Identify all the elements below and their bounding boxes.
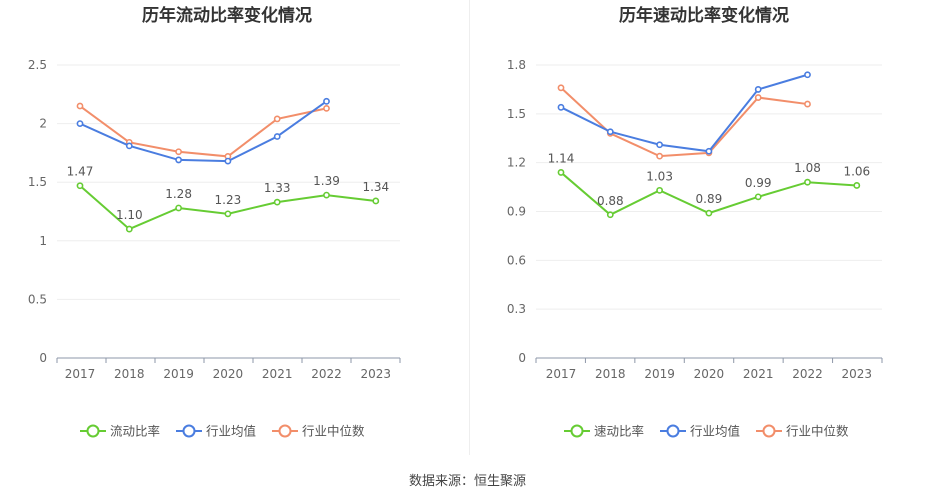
- legend-marker: [666, 424, 680, 438]
- legend-marker: [182, 424, 196, 438]
- data-point: [557, 169, 565, 176]
- data-point: [372, 197, 380, 205]
- y-tick-label: 0.9: [507, 205, 526, 219]
- legend-label: 速动比率: [594, 424, 644, 439]
- y-tick-label: 1.8: [507, 58, 526, 72]
- x-tick-label: 2022: [311, 367, 342, 381]
- data-label: 1.14: [548, 151, 575, 165]
- data-point: [76, 182, 84, 190]
- series-line: [560, 73, 808, 153]
- data-label: 1.03: [646, 169, 673, 183]
- x-tick-label: 2021: [743, 367, 774, 381]
- data-label: 1.06: [843, 164, 870, 178]
- data-point: [656, 186, 663, 194]
- y-tick-label: 1.2: [507, 156, 526, 170]
- x-tick-label: 2023: [361, 367, 392, 381]
- x-tick-label: 2018: [114, 367, 145, 381]
- data-point: [804, 178, 811, 186]
- data-point: [175, 204, 182, 212]
- data-point: [273, 115, 281, 123]
- data-point: [754, 193, 762, 201]
- data-point: [273, 133, 281, 140]
- y-tick-label: 0.5: [28, 292, 47, 306]
- legend-label: 流动比率: [110, 424, 160, 439]
- data-point: [224, 157, 232, 165]
- x-tick-label: 2017: [546, 367, 577, 381]
- y-tick-label: 2: [39, 117, 47, 131]
- chart-divider: [469, 0, 470, 455]
- y-tick-label: 1.5: [28, 175, 47, 189]
- data-label: 0.89: [696, 192, 723, 206]
- data-label: 1.23: [215, 193, 242, 207]
- data-label: 0.99: [745, 176, 772, 190]
- x-tick-label: 2023: [842, 367, 873, 381]
- y-tick-label: 1: [39, 234, 47, 248]
- x-tick-label: 2017: [65, 367, 96, 381]
- data-label: 0.88: [597, 194, 624, 208]
- data-point: [557, 84, 565, 92]
- data-point: [656, 141, 663, 149]
- data-point: [705, 209, 713, 217]
- data-point: [323, 191, 330, 199]
- data-point: [754, 94, 762, 101]
- y-tick-label: 1.5: [507, 107, 526, 121]
- data-point: [557, 103, 565, 111]
- data-point: [76, 120, 84, 127]
- legend-marker: [762, 424, 776, 438]
- data-point: [125, 225, 133, 233]
- data-point: [804, 71, 811, 79]
- data-label: 1.33: [264, 181, 291, 195]
- quick-ratio-chart: 历年速动比率变化情况 0 0.3 0.6 0.9 1.2 1.5 1.8 2017 2018 201…: [507, 5, 883, 439]
- series-line: [560, 87, 808, 158]
- source-note: 数据来源：恒生聚源: [408, 474, 526, 489]
- legend-marker: [86, 424, 100, 438]
- data-point: [705, 147, 713, 155]
- x-tick-label: 2019: [644, 367, 675, 381]
- series-line: [79, 100, 328, 163]
- x-tick-label: 2019: [163, 367, 194, 381]
- data-point: [323, 97, 330, 105]
- y-tick-label: 0: [518, 351, 526, 365]
- y-tick-label: 0.6: [507, 253, 526, 267]
- x-tick-label: 2022: [792, 367, 823, 381]
- legend-marker: [570, 424, 584, 438]
- data-label: 1.28: [165, 187, 192, 201]
- data-point: [125, 142, 133, 150]
- data-point: [273, 198, 281, 206]
- data-point: [656, 152, 663, 160]
- data-point: [853, 182, 861, 189]
- legend-label: 行业中位数: [302, 424, 365, 439]
- data-label: 1.39: [313, 174, 340, 188]
- data-label: 1.34: [362, 180, 389, 194]
- data-label: 1.08: [794, 161, 821, 175]
- y-tick-label: 2.5: [28, 58, 47, 72]
- data-point: [175, 156, 182, 164]
- data-point: [224, 210, 232, 218]
- chart-title: 历年流动比率变化情况: [142, 5, 312, 26]
- legend-label: 行业均值: [206, 424, 256, 439]
- chart-title: 历年速动比率变化情况: [619, 5, 789, 26]
- data-point: [754, 86, 762, 93]
- x-tick-label: 2018: [595, 367, 626, 381]
- data-point: [323, 104, 330, 112]
- data-point: [175, 148, 182, 156]
- data-label: 1.47: [67, 165, 94, 179]
- data-point: [804, 100, 811, 108]
- data-label: 1.10: [116, 208, 143, 222]
- series-line: [79, 105, 327, 158]
- data-point: [606, 128, 614, 136]
- y-tick-label: 0.3: [507, 302, 526, 316]
- data-point: [76, 102, 84, 110]
- x-tick-label: 2020: [213, 367, 244, 381]
- x-tick-label: 2020: [694, 367, 725, 381]
- x-tick-label: 2021: [262, 367, 293, 381]
- legend-marker: [278, 424, 292, 438]
- legend-label: 行业均值: [690, 424, 740, 439]
- data-point: [606, 211, 614, 219]
- y-tick-label: 0: [39, 351, 47, 365]
- legend-label: 行业中位数: [786, 424, 849, 439]
- current-ratio-chart: 历年流动比率变化情况 0 0.5 1 1.5 2 2.5 2017 2018 2019 2020 20…: [28, 5, 401, 439]
